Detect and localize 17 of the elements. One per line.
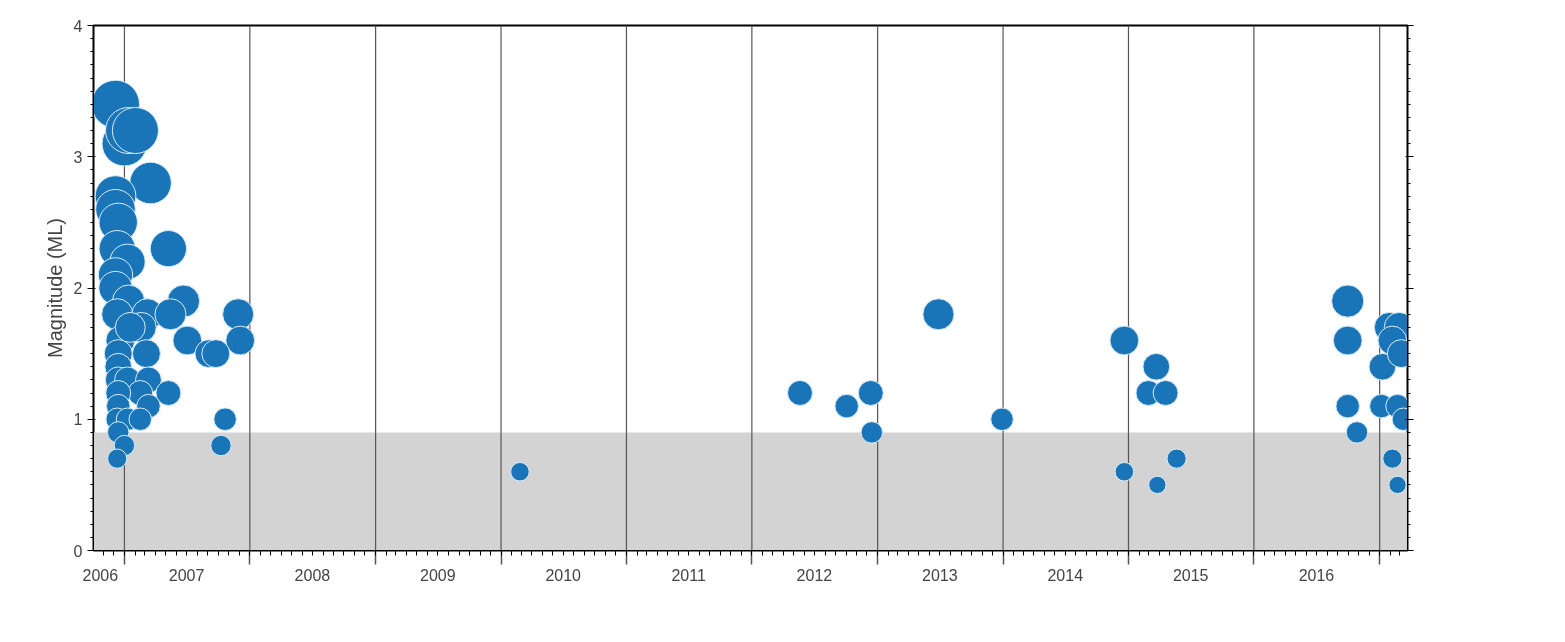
y-tick-label: 4 xyxy=(73,17,83,35)
x-tick-label: 2013 xyxy=(922,566,958,584)
y-axis-title: Magnitude (ML) xyxy=(43,217,66,359)
y-tick-label: 1 xyxy=(73,411,83,429)
x-tick-label: 2014 xyxy=(1047,566,1084,584)
x-tick-label: 2011 xyxy=(671,566,706,584)
y-tick-label: 0 xyxy=(73,542,83,560)
x-tick-label: 2009 xyxy=(420,566,456,584)
y-tick-label: 3 xyxy=(73,148,83,166)
x-tick-label: 2015 xyxy=(1172,566,1209,584)
x-tick-label: 2010 xyxy=(545,566,582,584)
x-tick-label: 2016 xyxy=(1298,566,1335,584)
x-tick-label: 2007 xyxy=(168,566,205,584)
x-tick-label: 2006 xyxy=(82,566,119,584)
x-tick-label: 2008 xyxy=(294,566,331,584)
y-tick-label: 2 xyxy=(73,280,83,297)
x-tick-label: 2012 xyxy=(796,566,833,584)
